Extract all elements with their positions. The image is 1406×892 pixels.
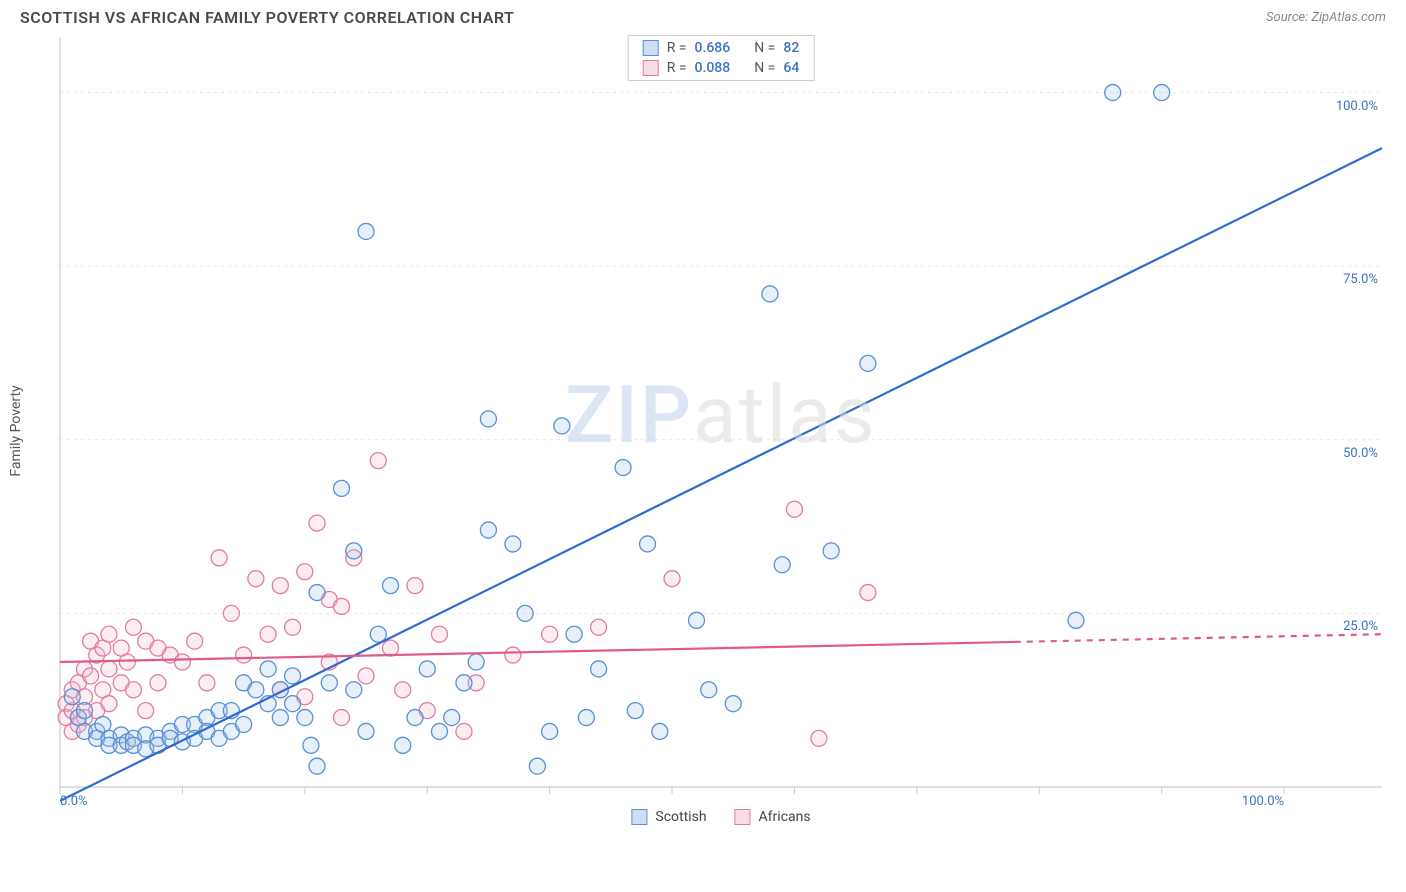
swatch-africans bbox=[735, 809, 751, 825]
n-value-africans: 64 bbox=[783, 60, 799, 76]
series-legend: Scottish Africans bbox=[631, 809, 810, 825]
legend-label-scottish: Scottish bbox=[655, 809, 706, 825]
r-value-africans: 0.088 bbox=[695, 60, 731, 76]
n-label: N = bbox=[754, 40, 775, 56]
y-axis-label: Family Poverty bbox=[8, 385, 24, 476]
scatter-plot bbox=[56, 31, 1386, 831]
stats-legend: R = 0.686 N = 82 R = 0.088 N = 64 bbox=[628, 35, 815, 81]
n-value-scottish: 82 bbox=[783, 40, 799, 56]
swatch-africans bbox=[643, 60, 659, 76]
r-label: R = bbox=[667, 40, 687, 56]
x-tick-label: 0.0% bbox=[60, 794, 88, 809]
legend-label-africans: Africans bbox=[759, 809, 811, 825]
y-tick-label: 75.0% bbox=[1343, 272, 1378, 287]
r-value-scottish: 0.686 bbox=[695, 40, 731, 56]
chart-container: Family Poverty ZIPatlas R = 0.686 N = 82… bbox=[56, 31, 1386, 831]
y-tick-label: 25.0% bbox=[1343, 619, 1378, 634]
y-tick-label: 50.0% bbox=[1343, 446, 1378, 461]
chart-title: SCOTTISH VS AFRICAN FAMILY POVERTY CORRE… bbox=[20, 8, 514, 27]
y-tick-label: 100.0% bbox=[1336, 99, 1378, 114]
swatch-scottish bbox=[643, 40, 659, 56]
swatch-scottish bbox=[631, 809, 647, 825]
legend-item-scottish: Scottish bbox=[631, 809, 706, 825]
x-tick-label: 100.0% bbox=[1242, 794, 1284, 809]
source-label: Source: ZipAtlas.com bbox=[1266, 10, 1386, 25]
r-label: R = bbox=[667, 60, 687, 76]
stats-row-scottish: R = 0.686 N = 82 bbox=[629, 38, 814, 58]
n-label: N = bbox=[754, 60, 775, 76]
stats-row-africans: R = 0.088 N = 64 bbox=[629, 58, 814, 78]
legend-item-africans: Africans bbox=[735, 809, 811, 825]
